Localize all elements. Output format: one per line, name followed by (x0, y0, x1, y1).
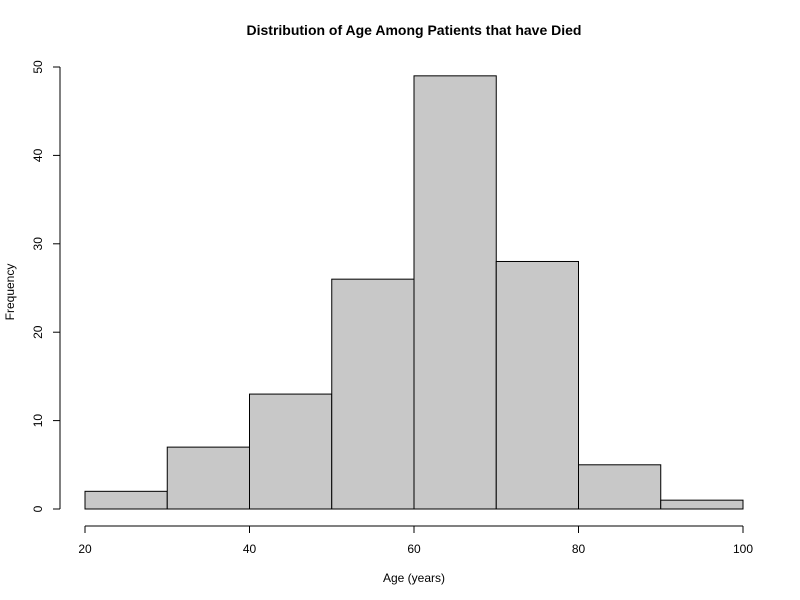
histogram-bar (660, 499, 744, 510)
histogram-bar (166, 446, 250, 510)
y-tick-label: 20 (31, 325, 45, 339)
chart-title: Distribution of Age Among Patients that … (247, 22, 582, 38)
y-axis: 0 10 20 30 40 50 (31, 60, 61, 512)
x-axis: 20 40 60 80 100 (78, 525, 753, 556)
histogram-bar (495, 260, 579, 510)
x-tick-label: 100 (733, 542, 753, 556)
bars-group (84, 75, 744, 510)
histogram-bar (413, 75, 497, 510)
y-tick-label: 30 (31, 237, 45, 251)
x-tick-label: 60 (407, 542, 421, 556)
histogram-bar (84, 490, 168, 510)
histogram-bar (331, 278, 415, 510)
y-tick-label: 50 (31, 60, 45, 74)
histogram-bar (578, 464, 662, 510)
y-axis-label: Frequency (3, 264, 17, 321)
x-axis-label: Age (years) (383, 571, 445, 585)
y-tick-label: 0 (31, 505, 45, 512)
y-tick-label: 40 (31, 148, 45, 162)
y-tick-label: 10 (31, 414, 45, 428)
x-tick-label: 40 (243, 542, 257, 556)
x-tick-label: 20 (78, 542, 92, 556)
x-tick-label: 80 (572, 542, 586, 556)
histogram-bar (249, 393, 333, 510)
